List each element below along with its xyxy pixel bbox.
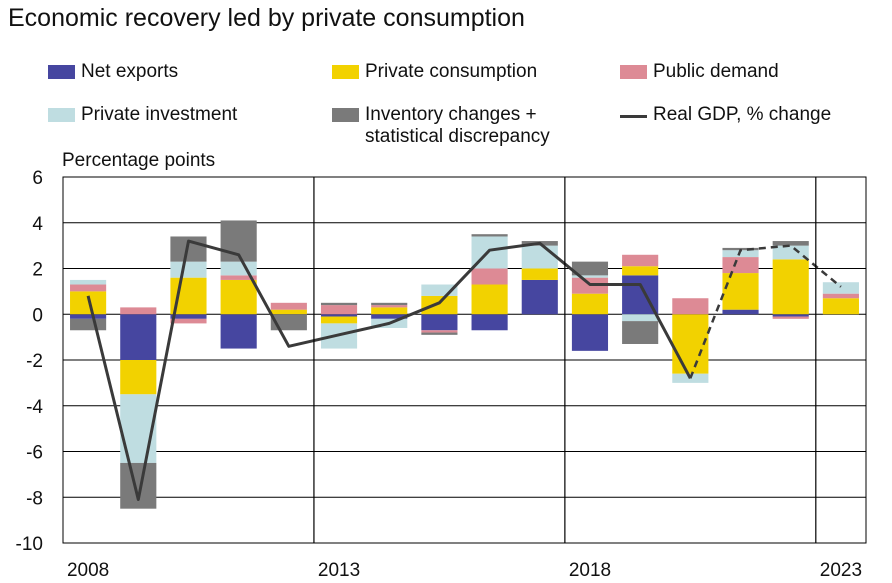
chart-title: Economic recovery led by private consump… xyxy=(8,4,525,32)
legend-label: Private consumption xyxy=(365,61,538,82)
bar-segment xyxy=(170,318,207,324)
bar-segment xyxy=(672,314,709,374)
bar-segment xyxy=(70,279,107,285)
y-tick-label: -6 xyxy=(26,443,43,464)
legend-label: Public demand xyxy=(653,61,779,82)
bar-segment xyxy=(672,298,709,315)
bar-segment xyxy=(772,259,809,315)
bar-segment xyxy=(822,298,859,315)
bar-segment xyxy=(421,330,458,333)
legend-swatch xyxy=(620,115,647,118)
legend-item-real-gdp: Real GDP, % change xyxy=(620,104,831,126)
bar-segment xyxy=(722,250,759,258)
bar-segment xyxy=(571,275,609,278)
bar-segment xyxy=(622,254,659,267)
bar-segment xyxy=(371,305,408,308)
gdp-line-actual xyxy=(86,239,692,501)
bar-segment xyxy=(320,302,358,306)
legend-label: Real GDP, % change xyxy=(653,104,832,125)
y-tick-label: -8 xyxy=(26,488,43,509)
bar-segment xyxy=(571,293,609,315)
bar-segment xyxy=(521,245,558,269)
legend-item-net-exports: Net exports xyxy=(48,61,178,83)
y-tick-label: -4 xyxy=(26,397,43,418)
bar-segment xyxy=(70,291,107,315)
x-tick-label: 2013 xyxy=(318,560,360,581)
bar-segment xyxy=(571,314,609,351)
bar-segment xyxy=(822,282,859,294)
bar-segment xyxy=(421,284,458,296)
legend-item-private-consumption: Private consumption xyxy=(332,61,537,83)
bar-segment xyxy=(120,360,157,395)
bar-segment xyxy=(772,314,809,317)
y-tick-label: 4 xyxy=(32,214,43,235)
bar-segment xyxy=(70,318,107,331)
bar-segment xyxy=(622,266,659,276)
bar-segment xyxy=(220,279,257,315)
legend-label: Net exports xyxy=(81,61,179,82)
bar-segment xyxy=(220,314,257,349)
bar-segment xyxy=(822,293,859,299)
legend-item-public-demand: Public demand xyxy=(620,61,779,83)
bar-segment xyxy=(772,241,809,246)
bar-segment xyxy=(270,309,307,315)
bar-segment xyxy=(170,261,207,278)
bar-segment xyxy=(571,261,609,276)
bar-segment xyxy=(471,284,508,315)
bar-segment xyxy=(120,462,157,509)
legend-swatch xyxy=(620,65,647,79)
bar-segment xyxy=(371,307,408,315)
plot-frame xyxy=(62,176,867,544)
bar-segment xyxy=(772,245,809,260)
bar-segment xyxy=(471,234,508,237)
bar-segment xyxy=(471,314,508,331)
bar-segment xyxy=(722,309,759,315)
y-tick-label: 0 xyxy=(32,305,43,326)
bar-segment xyxy=(220,261,257,276)
legend-item-private-investment: Private investment xyxy=(48,104,237,126)
bar-segment xyxy=(722,257,759,274)
bar-segment xyxy=(270,314,307,331)
bar-segment xyxy=(170,314,207,319)
x-tick-label: 2008 xyxy=(67,560,109,581)
bar-segment xyxy=(622,321,659,344)
legend-swatch xyxy=(332,108,359,122)
y-tick-label: 2 xyxy=(32,260,43,281)
bar-segment xyxy=(70,284,107,292)
x-tick-label: 2018 xyxy=(569,560,611,581)
bar-segment xyxy=(371,314,408,319)
bar-segment xyxy=(421,314,458,331)
bar-segment xyxy=(772,316,809,319)
legend-item-inventory-changes: Inventory changes + statistical discrepa… xyxy=(332,104,587,148)
bar-segment xyxy=(521,268,558,280)
bar-segment xyxy=(320,314,358,317)
legend-swatch xyxy=(48,65,75,79)
legend-label: Private investment xyxy=(81,104,238,125)
y-axis-label: Percentage points xyxy=(62,150,216,171)
bar-segment xyxy=(371,302,408,306)
bar-segment xyxy=(521,279,558,315)
bar-segment xyxy=(722,273,759,310)
y-tick-label: 6 xyxy=(32,168,43,189)
y-tick-label: -2 xyxy=(26,351,43,372)
bar-segment xyxy=(220,275,257,280)
legend-label: Inventory changes + statistical discrepa… xyxy=(365,104,550,147)
bar-segment xyxy=(421,332,458,335)
bar-segment xyxy=(70,314,107,319)
bar-segment xyxy=(270,302,307,310)
gdp-line-forecast xyxy=(689,244,842,379)
bar-segment xyxy=(120,314,157,360)
bar-segment xyxy=(120,307,157,315)
y-tick-label: -10 xyxy=(16,534,43,555)
bar-segment xyxy=(471,268,508,285)
bar-segment xyxy=(320,305,358,315)
bar-segment xyxy=(622,314,659,322)
legend-swatch xyxy=(332,65,359,79)
bar-segment xyxy=(320,316,358,324)
legend-swatch xyxy=(48,108,75,122)
x-tick-label: 2023 xyxy=(820,560,862,581)
bar-segment xyxy=(421,295,458,315)
